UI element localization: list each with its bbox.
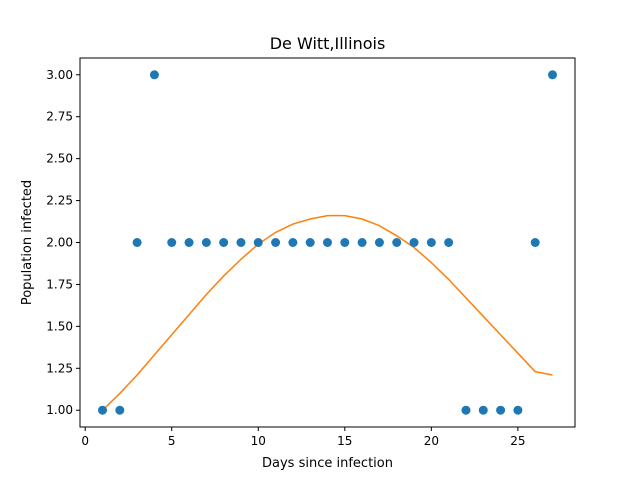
data-point: [201, 238, 211, 247]
x-axis-ticks: 0 5 10 15 20 25: [81, 427, 526, 448]
y-tick-label: 2.00: [46, 236, 73, 250]
data-point: [392, 238, 402, 247]
y-axis-label: Population infected: [20, 180, 35, 305]
y-tick-label: 1.75: [46, 277, 73, 291]
data-point: [271, 238, 281, 247]
chart-title: De Witt,Illinois: [270, 34, 386, 53]
data-point: [357, 238, 367, 247]
axes-frame: [79, 57, 576, 428]
y-tick-label: 2.50: [46, 152, 73, 166]
data-point: [149, 70, 159, 80]
x-tick-label: 25: [510, 434, 525, 448]
x-tick-label: 0: [81, 434, 89, 448]
y-tick-label: 2.25: [46, 194, 73, 208]
data-point: [288, 238, 298, 247]
y-tick-label: 1.25: [46, 361, 73, 375]
y-tick-label: 3.00: [46, 68, 73, 82]
data-point: [513, 405, 523, 415]
data-point: [219, 238, 229, 247]
data-point: [115, 405, 125, 415]
data-point: [444, 238, 454, 247]
data-point: [409, 238, 419, 247]
x-tick-label: 5: [168, 434, 176, 448]
data-point: [253, 238, 263, 247]
y-tick-label: 1.00: [46, 403, 73, 417]
data-point: [461, 405, 471, 415]
x-tick-label: 10: [251, 434, 266, 448]
data-point: [184, 238, 194, 247]
data-point: [132, 238, 142, 247]
y-tick-label: 2.75: [46, 110, 73, 124]
plot-area: [98, 70, 557, 415]
data-point: [323, 238, 332, 247]
data-point: [340, 238, 350, 247]
fit-curve-line: [101, 214, 553, 411]
data-point: [496, 405, 506, 415]
y-axis-ticks: 1.00 1.25 1.50 1.75 2.00 2.25 2.50 2.75 3.00: [46, 68, 80, 417]
data-point: [236, 238, 246, 247]
data-point: [98, 405, 107, 415]
x-tick-label: 20: [424, 434, 439, 448]
data-point: [374, 238, 384, 247]
data-point: [167, 238, 177, 247]
y-tick-label: 1.50: [46, 319, 73, 333]
data-point: [548, 70, 557, 80]
x-axis-label: Days since infection: [262, 456, 393, 471]
x-tick-label: 15: [337, 434, 352, 448]
data-point: [530, 238, 540, 247]
data-point: [426, 238, 436, 247]
data-point: [305, 238, 315, 247]
data-point: [478, 405, 488, 415]
